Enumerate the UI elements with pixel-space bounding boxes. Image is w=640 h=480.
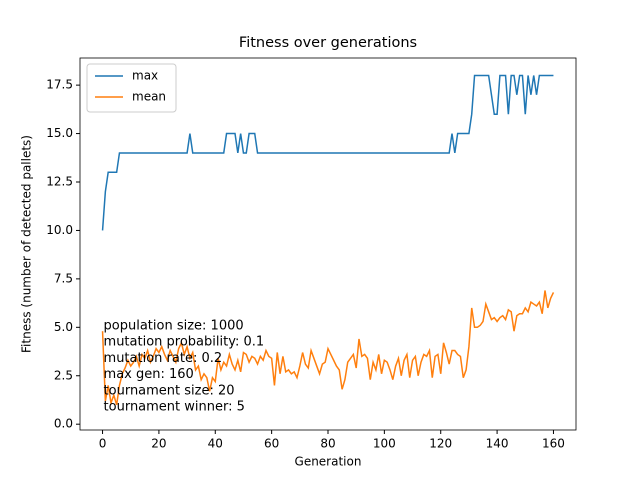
annotation: mutation probability: 0.1 xyxy=(104,335,265,350)
x-tick-label: 100 xyxy=(373,437,396,451)
legend-label: max xyxy=(132,69,158,83)
legend-label: mean xyxy=(132,90,166,104)
annotation: population size: 1000 xyxy=(104,319,244,334)
x-tick-label: 60 xyxy=(264,437,279,451)
x-tick-label: 80 xyxy=(320,437,335,451)
x-tick-label: 0 xyxy=(99,437,107,451)
series-line xyxy=(101,74,554,231)
x-tick-label: 20 xyxy=(151,437,166,451)
y-tick-label: 17.5 xyxy=(46,78,73,92)
annotation: max gen: 160 xyxy=(104,367,194,382)
chart-title: Fitness over generations xyxy=(239,35,417,51)
y-tick-label: 10.0 xyxy=(46,223,73,237)
plot-frame xyxy=(79,57,577,431)
x-tick-label: 120 xyxy=(429,437,452,451)
x-tick-label: 40 xyxy=(208,437,223,451)
y-tick-label: 7.5 xyxy=(54,271,73,285)
x-tick-label: 140 xyxy=(486,437,509,451)
y-tick-label: 0.0 xyxy=(54,417,73,431)
annotation: tournament size: 20 xyxy=(104,383,235,398)
annotation: tournament winner: 5 xyxy=(104,400,245,415)
y-tick-label: 2.5 xyxy=(54,368,73,382)
y-tick-label: 5.0 xyxy=(54,320,73,334)
y-axis-label: Fitness (number of detected pallets) xyxy=(20,135,34,353)
y-tick-label: 15.0 xyxy=(46,126,73,140)
series-line xyxy=(101,290,555,406)
x-tick-label: 160 xyxy=(542,437,565,451)
annotation: mutation rate: 0.2 xyxy=(104,351,223,366)
x-axis-label: Generation xyxy=(295,455,362,469)
y-tick-label: 12.5 xyxy=(46,175,73,189)
